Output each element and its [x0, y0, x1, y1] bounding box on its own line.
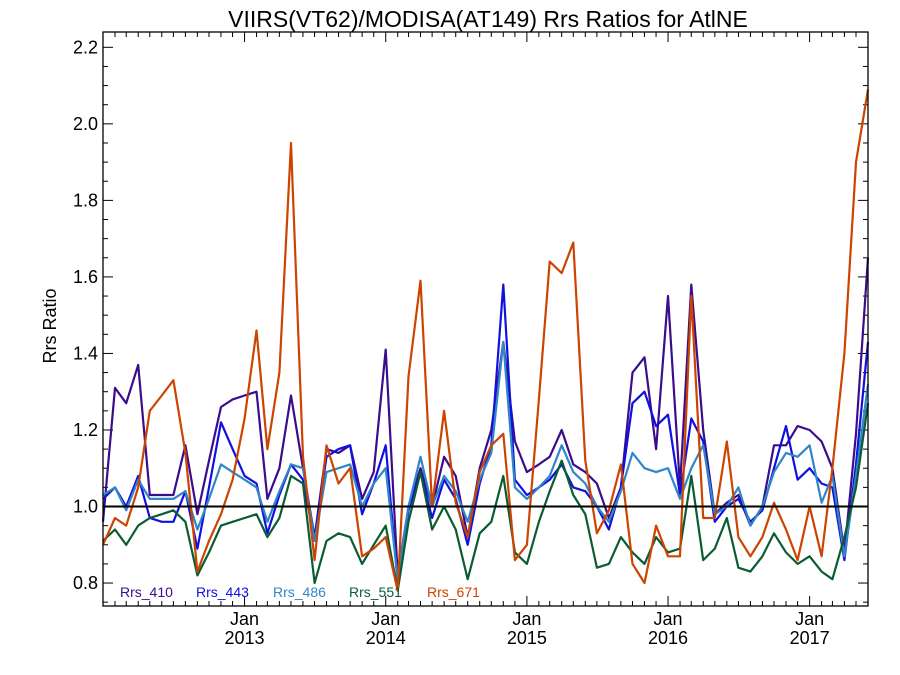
x-tick-month-label: Jan: [371, 609, 400, 629]
x-tick-month-label: Jan: [654, 609, 683, 629]
x-tick-month-label: Jan: [512, 609, 541, 629]
legend-item-rrs_486: Rrs_486: [273, 584, 326, 600]
y-axis: 0.8 1.0 1.2 1.4 1.6 1.8 2.0 2.2: [73, 37, 868, 603]
series-line-rrs_410: [101, 257, 870, 577]
x-tick-year-label: 2017: [790, 628, 830, 648]
plot-frame: [102, 31, 869, 607]
y-tick-label: 1.2: [73, 420, 98, 440]
series-line-rrs_551: [102, 403, 870, 592]
series-line-rrs_671: [101, 89, 870, 592]
legend-item-rrs_671: Rrs_671: [427, 584, 480, 600]
x-tick-year-label: 2015: [507, 628, 547, 648]
y-tick-label: 1.8: [73, 190, 98, 210]
chart-title: VIIRS(VT62)/MODISA(AT149) Rrs Ratios for…: [228, 6, 748, 32]
legend: Rrs_410 Rrs_443 Rrs_486 Rrs_551 Rrs_671: [120, 584, 480, 600]
y-tick-label: 0.8: [73, 573, 98, 593]
y-tick-label: 1.0: [73, 497, 98, 517]
x-tick-year-label: 2013: [225, 628, 265, 648]
x-tick-year-label: 2016: [648, 628, 688, 648]
y-axis-label: Rrs Ratio: [40, 288, 60, 363]
legend-item-rrs_443: Rrs_443: [196, 584, 249, 600]
x-tick-month-label: Jan: [795, 609, 824, 629]
y-tick-label: 2.2: [73, 37, 98, 57]
legend-item-rrs_551: Rrs_551: [349, 584, 402, 600]
y-tick-label: 1.6: [73, 267, 98, 287]
y-tick-label: 2.0: [73, 114, 98, 134]
legend-item-rrs_410: Rrs_410: [120, 584, 173, 600]
series-line-rrs_443: [102, 283, 870, 585]
x-tick-month-label: Jan: [230, 609, 259, 629]
plot-area: [101, 89, 870, 592]
x-tick-year-label: 2014: [366, 628, 406, 648]
series-line-rrs_486: [102, 340, 870, 581]
y-tick-label: 1.4: [73, 343, 98, 363]
